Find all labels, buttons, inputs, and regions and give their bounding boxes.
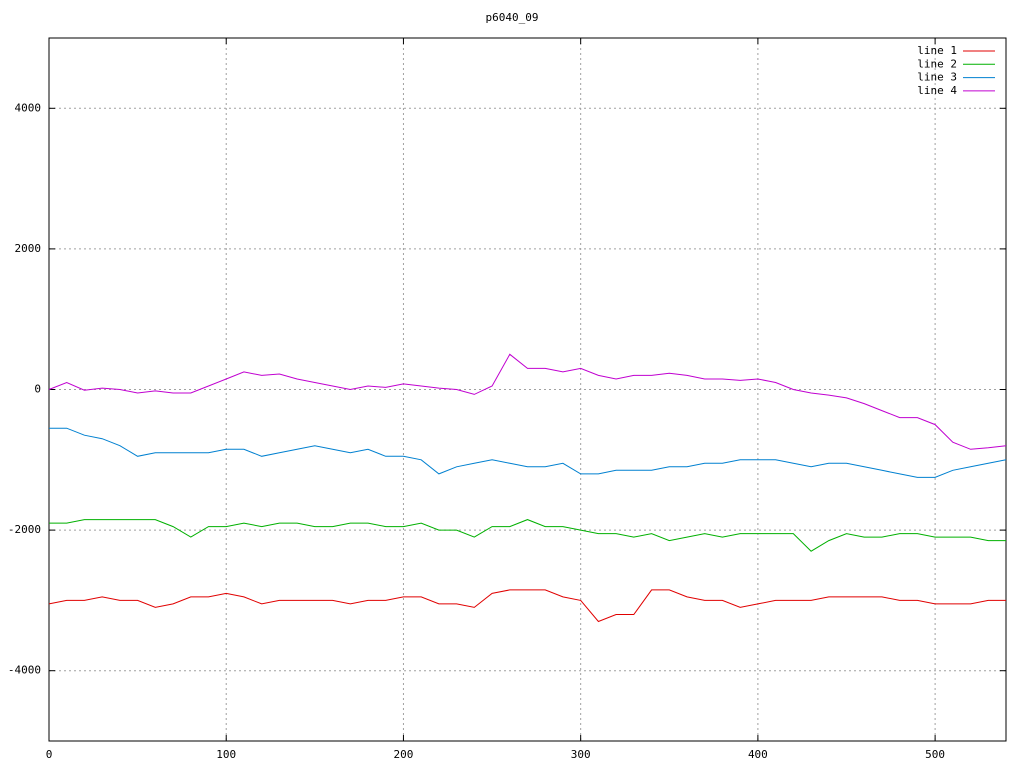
chart-title: p6040_09 bbox=[486, 11, 539, 24]
data-line bbox=[49, 427, 1007, 478]
data-line bbox=[49, 519, 1006, 552]
x-tick-label: 100 bbox=[216, 748, 236, 761]
y-tick-label: 0 bbox=[34, 383, 41, 396]
x-tick-label: 400 bbox=[748, 748, 768, 761]
legend-label: line 1 bbox=[917, 44, 957, 57]
y-tick-label: 4000 bbox=[15, 101, 42, 114]
x-tick-label: 300 bbox=[571, 748, 591, 761]
data-line bbox=[48, 353, 1007, 450]
legend-label: line 4 bbox=[917, 84, 957, 97]
data-line bbox=[48, 589, 1006, 623]
x-tick-label: 0 bbox=[46, 748, 53, 761]
x-tick-label: 200 bbox=[394, 748, 414, 761]
y-tick-label: -4000 bbox=[8, 664, 41, 677]
legend-label: line 2 bbox=[917, 57, 957, 70]
x-tick-label: 500 bbox=[925, 748, 945, 761]
y-tick-label: 2000 bbox=[15, 242, 42, 255]
legend-label: line 3 bbox=[917, 71, 957, 84]
y-tick-label: -2000 bbox=[8, 523, 41, 536]
